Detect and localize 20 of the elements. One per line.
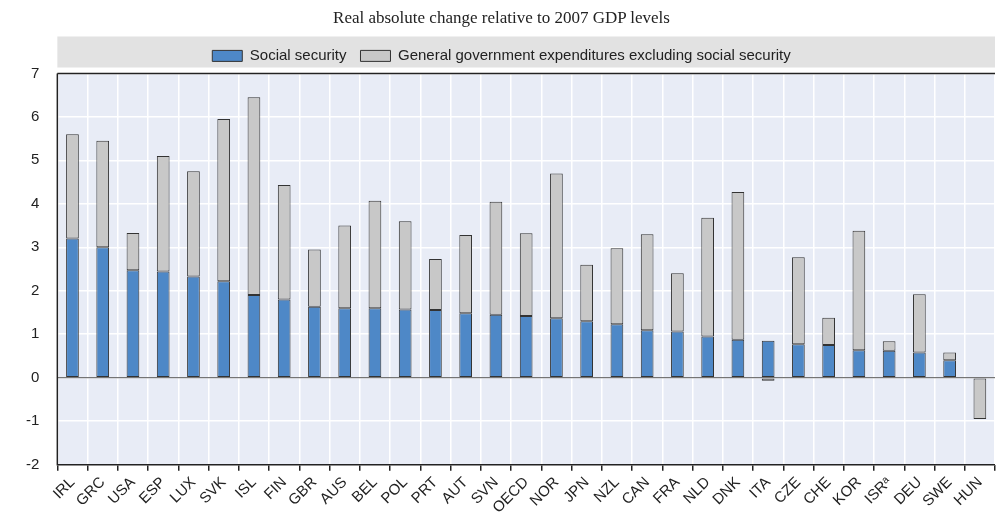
y-tick-label: 1: [30, 324, 40, 342]
x-tick-label: ISL: [231, 473, 259, 501]
y-tick-label: 2: [30, 280, 40, 298]
legend-label: General government expenditures excluding social security: [398, 46, 792, 64]
y-tick-label: 0: [30, 367, 40, 385]
x-tick-label: NZL: [589, 473, 622, 506]
x-tick-label: IRL: [48, 473, 78, 502]
y-tick-label: 7: [30, 63, 40, 81]
y-tick-label: -2: [25, 454, 40, 472]
y-tick-label: 5: [30, 150, 40, 168]
x-tick-label: ITA: [745, 473, 774, 501]
x-tick-label: FIN: [260, 473, 290, 503]
y-tick-label: 3: [30, 237, 40, 255]
y-tick-label: -1: [25, 411, 40, 429]
y-tick-label: 4: [30, 193, 40, 211]
chart-subtitle: Real absolute change relative to 2007 GDP levels: [333, 7, 670, 27]
legend-label: Social security: [249, 46, 347, 64]
y-tick-label: 6: [30, 107, 40, 125]
x-tick-label: USA: [104, 473, 138, 507]
x-tick-label: BEL: [347, 473, 380, 506]
